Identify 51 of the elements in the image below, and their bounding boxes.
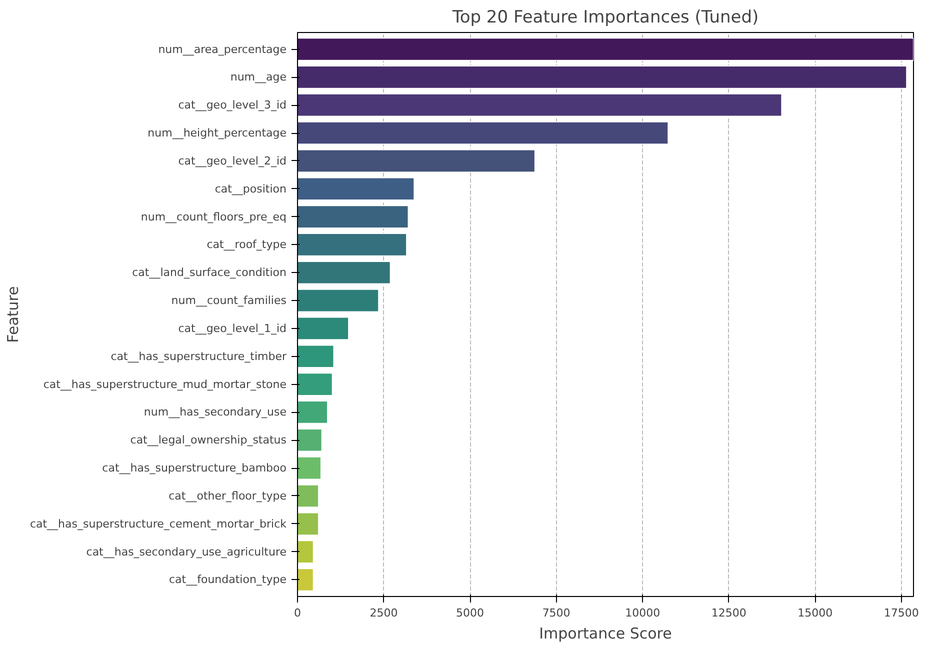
y-tick-label: cat__geo_level_3_id	[178, 98, 287, 112]
bar	[298, 233, 408, 256]
bar	[298, 400, 328, 424]
y-tick-label: cat__land_surface_condition	[132, 266, 287, 280]
bar	[298, 344, 334, 368]
y-tick-label: cat__geo_level_2_id	[178, 154, 287, 168]
y-tick-label: num__height_percentage	[148, 126, 287, 140]
chart-title: Top 20 Feature Importances (Tuned)	[451, 8, 759, 28]
bar	[298, 372, 333, 396]
y-tick-label: cat__roof_type	[206, 238, 287, 252]
bar	[298, 316, 350, 340]
bar	[298, 260, 391, 284]
bar	[298, 456, 322, 480]
y-tick-label: num__count_families	[171, 294, 287, 308]
bar	[298, 540, 314, 564]
bar	[298, 38, 914, 61]
x-tick-label: 12500	[711, 606, 746, 620]
y-tick-label: num__has_secondary_use	[144, 406, 287, 419]
y-tick-label: num__age	[230, 70, 287, 84]
bar	[298, 568, 314, 592]
bar	[298, 177, 415, 201]
bar	[298, 149, 536, 173]
x-tick-label: 10000	[625, 606, 660, 620]
y-axis-title: Feature	[4, 286, 22, 343]
bar	[298, 93, 782, 117]
y-tick-label: cat__has_superstructure_mud_mortar_stone	[43, 378, 287, 391]
bar	[298, 512, 320, 536]
y-tick-label: cat__has_superstructure_cement_mortar_brick	[30, 517, 288, 530]
bar	[298, 121, 669, 145]
bar	[298, 66, 908, 89]
bar	[298, 205, 409, 228]
bar	[298, 484, 320, 508]
x-tick-label: 17500	[884, 606, 919, 620]
bar	[298, 428, 322, 452]
y-tick-label: cat__foundation_type	[168, 573, 287, 586]
y-tick-label: cat__has_secondary_use_agriculture	[86, 545, 287, 558]
y-tick-label: num__count_floors_pre_eq	[140, 210, 287, 224]
y-tick-label: cat__legal_ownership_status	[130, 434, 287, 447]
x-tick-label: 15000	[798, 606, 833, 620]
bar	[298, 288, 380, 312]
x-axis-title: Importance Score	[539, 624, 672, 642]
y-tick-label: cat__has_superstructure_timber	[110, 350, 287, 363]
x-tick-label: 2500	[370, 606, 398, 620]
x-tick-label: 5000	[456, 606, 484, 620]
y-tick-label: cat__has_superstructure_bamboo	[102, 462, 287, 475]
y-tick-label: cat__geo_level_1_id	[178, 322, 287, 335]
x-tick-label: 7500	[542, 606, 570, 620]
x-tick-label: 0	[294, 606, 301, 620]
y-tick-label: cat__position	[214, 182, 287, 196]
y-tick-label: num__area_percentage	[158, 42, 287, 56]
y-tick-label: cat__other_floor_type	[168, 489, 287, 502]
